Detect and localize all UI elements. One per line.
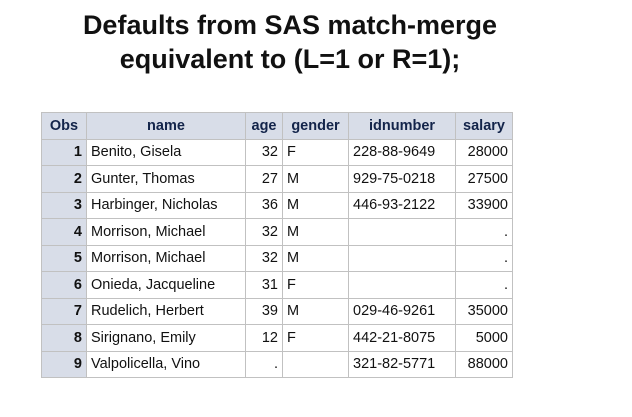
idnumber-cell: 029-46-9261 <box>348 297 456 325</box>
age-cell: 12 <box>245 324 283 352</box>
idnumber-cell <box>348 271 456 299</box>
table-row: 4 Morrison, Michael 32 M . <box>41 218 513 246</box>
salary-cell: 5000 <box>455 324 513 352</box>
gender-cell: M <box>282 297 349 325</box>
obs-cell: 9 <box>41 350 87 378</box>
age-cell: 32 <box>245 218 283 246</box>
obs-cell: 7 <box>41 297 87 325</box>
age-cell: 39 <box>245 297 283 325</box>
column-header-gender: gender <box>282 112 349 140</box>
idnumber-cell: 228-88-9649 <box>348 138 456 166</box>
gender-cell: F <box>282 324 349 352</box>
data-table: Obs name age gender idnumber salary 1 Be… <box>41 112 513 378</box>
age-cell: 32 <box>245 138 283 166</box>
obs-cell: 5 <box>41 244 87 272</box>
report-title-line-2: equivalent to (L=1 or R=1); <box>119 44 461 74</box>
table-row: 6 Onieda, Jacqueline 31 F . <box>41 271 513 299</box>
obs-cell: 1 <box>41 138 87 166</box>
obs-cell: 4 <box>41 218 87 246</box>
column-header-name: name <box>86 112 246 140</box>
salary-cell: 27500 <box>455 165 513 193</box>
salary-cell: 88000 <box>455 350 513 378</box>
obs-cell: 3 <box>41 191 87 219</box>
table-row: 5 Morrison, Michael 32 M . <box>41 244 513 272</box>
gender-cell: F <box>282 271 349 299</box>
salary-cell: . <box>455 244 513 272</box>
idnumber-cell: 929-75-0218 <box>348 165 456 193</box>
table-row: 1 Benito, Gisela 32 F 228-88-9649 28000 <box>41 138 513 166</box>
column-header-obs: Obs <box>41 112 87 140</box>
name-cell: Sirignano, Emily <box>86 324 246 352</box>
idnumber-cell: 446-93-2122 <box>348 191 456 219</box>
salary-cell: . <box>455 218 513 246</box>
gender-cell: M <box>282 165 349 193</box>
age-cell: 31 <box>245 271 283 299</box>
name-cell: Morrison, Michael <box>86 244 246 272</box>
age-cell: 27 <box>245 165 283 193</box>
name-cell: Gunter, Thomas <box>86 165 246 193</box>
age-cell: 36 <box>245 191 283 219</box>
name-cell: Onieda, Jacqueline <box>86 271 246 299</box>
name-cell: Morrison, Michael <box>86 218 246 246</box>
name-cell: Benito, Gisela <box>86 138 246 166</box>
gender-cell: F <box>282 138 349 166</box>
table-row: 3 Harbinger, Nicholas 36 M 446-93-2122 3… <box>41 191 513 219</box>
table-row: 9 Valpolicella, Vino . 321-82-5771 88000 <box>41 350 513 378</box>
idnumber-cell <box>348 244 456 272</box>
age-cell: . <box>245 350 283 378</box>
column-header-salary: salary <box>455 112 513 140</box>
table-row: 7 Rudelich, Herbert 39 M 029-46-9261 350… <box>41 297 513 325</box>
report-title: Defaults from SAS match-merge equivalent… <box>0 8 580 76</box>
column-header-idnumber: idnumber <box>348 112 456 140</box>
salary-cell: 33900 <box>455 191 513 219</box>
gender-cell: M <box>282 244 349 272</box>
age-cell: 32 <box>245 244 283 272</box>
idnumber-cell <box>348 218 456 246</box>
gender-cell: M <box>282 191 349 219</box>
idnumber-cell: 442-21-8075 <box>348 324 456 352</box>
idnumber-cell: 321-82-5771 <box>348 350 456 378</box>
obs-cell: 8 <box>41 324 87 352</box>
header-row: Obs name age gender idnumber salary <box>41 112 513 140</box>
gender-cell: M <box>282 218 349 246</box>
name-cell: Rudelich, Herbert <box>86 297 246 325</box>
obs-cell: 6 <box>41 271 87 299</box>
salary-cell: . <box>455 271 513 299</box>
obs-cell: 2 <box>41 165 87 193</box>
name-cell: Harbinger, Nicholas <box>86 191 246 219</box>
table-row: 2 Gunter, Thomas 27 M 929-75-0218 27500 <box>41 165 513 193</box>
name-cell: Valpolicella, Vino <box>86 350 246 378</box>
table-row: 8 Sirignano, Emily 12 F 442-21-8075 5000 <box>41 324 513 352</box>
column-header-age: age <box>245 112 283 140</box>
salary-cell: 35000 <box>455 297 513 325</box>
report-title-line-1: Defaults from SAS match-merge <box>82 10 498 40</box>
gender-cell <box>282 350 349 378</box>
salary-cell: 28000 <box>455 138 513 166</box>
